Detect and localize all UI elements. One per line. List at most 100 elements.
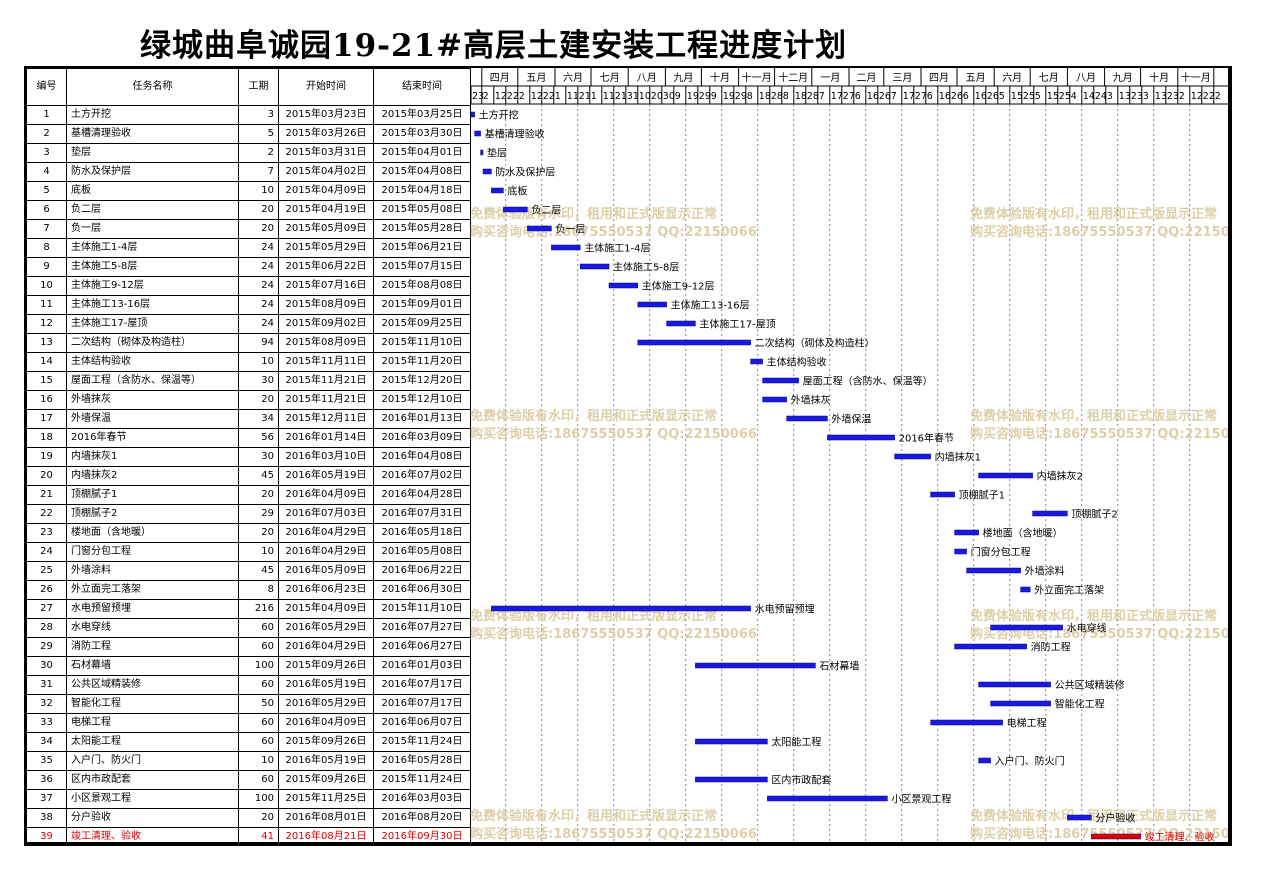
cell-end[interactable]: 2015年04月18日 [373, 181, 471, 201]
cell-end[interactable]: 2015年04月01日 [373, 143, 471, 163]
cell-id[interactable]: 11 [26, 295, 67, 315]
cell-duration[interactable]: 216 [238, 599, 279, 619]
table-row[interactable]: 37 小区景观工程 100 2015年11月25日 2016年03月03日 [26, 789, 471, 809]
cell-end[interactable]: 2015年05月28日 [373, 219, 471, 239]
cell-start[interactable]: 2016年08月21日 [278, 827, 374, 842]
cell-start[interactable]: 2016年04月29日 [278, 637, 374, 657]
cell-duration[interactable]: 20 [238, 523, 279, 543]
task-bar[interactable] [978, 757, 991, 764]
cell-id[interactable]: 3 [26, 143, 67, 163]
cell-duration[interactable]: 50 [238, 694, 279, 714]
cell-id[interactable]: 31 [26, 675, 67, 695]
table-row[interactable]: 35 入户门、防火门 10 2016年05月19日 2016年05月28日 [26, 751, 471, 771]
cell-start[interactable]: 2015年12月11日 [278, 409, 374, 429]
cell-duration[interactable]: 41 [238, 827, 279, 842]
table-row[interactable]: 18 2016年春节 56 2016年01月14日 2016年03月09日 [26, 428, 471, 448]
cell-end[interactable]: 2015年11月10日 [373, 333, 471, 353]
cell-duration[interactable]: 20 [238, 200, 279, 220]
cell-duration[interactable]: 20 [238, 219, 279, 239]
table-row[interactable]: 15 屋面工程（含防水、保温等） 30 2015年11月21日 2015年12月20日 [26, 371, 471, 391]
cell-name[interactable]: 负一层 [66, 219, 239, 239]
task-bar[interactable] [978, 472, 1033, 479]
cell-start[interactable]: 2015年11月21日 [278, 371, 374, 391]
task-bar[interactable] [894, 453, 931, 460]
cell-name[interactable]: 土方开挖 [66, 105, 239, 125]
cell-end[interactable]: 2016年04月08日 [373, 447, 471, 467]
cell-start[interactable]: 2016年08月01日 [278, 808, 374, 828]
cell-name[interactable]: 小区景观工程 [66, 789, 239, 809]
cell-name[interactable]: 主体结构验收 [66, 352, 239, 372]
column-header-id[interactable]: 编号 [26, 68, 67, 106]
table-row[interactable]: 36 区内市政配套 60 2015年09月26日 2015年11月24日 [26, 770, 471, 790]
cell-id[interactable]: 30 [26, 656, 67, 676]
task-bar[interactable] [482, 168, 492, 175]
task-bar[interactable] [527, 225, 552, 232]
cell-name[interactable]: 主体施工17-屋顶 [66, 314, 239, 334]
table-row[interactable]: 33 电梯工程 60 2016年04月09日 2016年06月07日 [26, 713, 471, 733]
cell-duration[interactable]: 60 [238, 713, 279, 733]
cell-name[interactable]: 太阳能工程 [66, 732, 239, 752]
cell-id[interactable]: 7 [26, 219, 67, 239]
cell-duration[interactable]: 20 [238, 808, 279, 828]
cell-start[interactable]: 2016年01月14日 [278, 428, 374, 448]
cell-name[interactable]: 入户门、防火门 [66, 751, 239, 771]
cell-end[interactable]: 2015年07月15日 [373, 257, 471, 277]
column-header-start[interactable]: 开始时间 [278, 68, 374, 106]
cell-end[interactable]: 2016年05月18日 [373, 523, 471, 543]
cell-duration[interactable]: 10 [238, 181, 279, 201]
cell-id[interactable]: 6 [26, 200, 67, 220]
column-header-duration[interactable]: 工期 [238, 68, 279, 106]
cell-end[interactable]: 2015年09月01日 [373, 295, 471, 315]
cell-duration[interactable]: 100 [238, 789, 279, 809]
cell-id[interactable]: 19 [26, 447, 67, 467]
cell-duration[interactable]: 24 [238, 295, 279, 315]
cell-end[interactable]: 2015年12月10日 [373, 390, 471, 410]
cell-name[interactable]: 外立面完工落架 [66, 580, 239, 600]
task-bar[interactable] [637, 339, 751, 346]
task-bar[interactable] [1067, 814, 1092, 821]
cell-end[interactable]: 2015年06月21日 [373, 238, 471, 258]
cell-duration[interactable]: 2 [238, 143, 279, 163]
task-bar[interactable] [990, 624, 1063, 631]
cell-id[interactable]: 39 [26, 827, 67, 842]
cell-end[interactable]: 2015年12月20日 [373, 371, 471, 391]
cell-end[interactable]: 2015年09月25日 [373, 314, 471, 334]
task-bar[interactable] [966, 567, 1021, 574]
task-bar[interactable] [480, 149, 484, 156]
table-row[interactable]: 38 分户验收 20 2016年08月01日 2016年08月20日 [26, 808, 471, 828]
cell-start[interactable]: 2015年09月02日 [278, 314, 374, 334]
cell-duration[interactable]: 94 [238, 333, 279, 353]
cell-end[interactable]: 2016年04月28日 [373, 485, 471, 505]
cell-id[interactable]: 23 [26, 523, 67, 543]
task-bar[interactable] [1032, 510, 1068, 517]
cell-end[interactable]: 2016年06月30日 [373, 580, 471, 600]
cell-name[interactable]: 内墙抹灰2 [66, 466, 239, 486]
cell-id[interactable]: 16 [26, 390, 67, 410]
cell-name[interactable]: 公共区域精装修 [66, 675, 239, 695]
cell-start[interactable]: 2015年11月11日 [278, 352, 374, 372]
cell-name[interactable]: 垫层 [66, 143, 239, 163]
cell-start[interactable]: 2016年03月10日 [278, 447, 374, 467]
task-bar[interactable] [695, 662, 816, 669]
table-row[interactable]: 39 竣工清理、验收 41 2016年08月21日 2016年09月30日 [26, 827, 471, 842]
cell-id[interactable]: 38 [26, 808, 67, 828]
task-bar[interactable] [954, 643, 1027, 650]
table-row[interactable]: 1 土方开挖 3 2015年03月23日 2015年03月25日 [26, 105, 471, 125]
cell-name[interactable]: 外墙抹灰 [66, 390, 239, 410]
cell-end[interactable]: 2016年08月20日 [373, 808, 471, 828]
cell-start[interactable]: 2015年05月09日 [278, 219, 374, 239]
cell-start[interactable]: 2015年05月29日 [278, 238, 374, 258]
task-bar[interactable] [827, 434, 895, 441]
cell-duration[interactable]: 10 [238, 751, 279, 771]
task-bar[interactable] [491, 605, 751, 612]
task-bar[interactable] [474, 130, 481, 137]
cell-start[interactable]: 2016年05月19日 [278, 751, 374, 771]
task-bar[interactable] [930, 719, 1003, 726]
task-bar[interactable] [579, 263, 610, 270]
cell-id[interactable]: 4 [26, 162, 67, 182]
cell-end[interactable]: 2015年11月10日 [373, 599, 471, 619]
cell-name[interactable]: 楼地面（含地暖） [66, 523, 239, 543]
cell-name[interactable]: 主体施工5-8层 [66, 257, 239, 277]
task-bar[interactable] [1020, 586, 1031, 593]
cell-name[interactable]: 二次结构（砌体及构造柱） [66, 333, 239, 353]
